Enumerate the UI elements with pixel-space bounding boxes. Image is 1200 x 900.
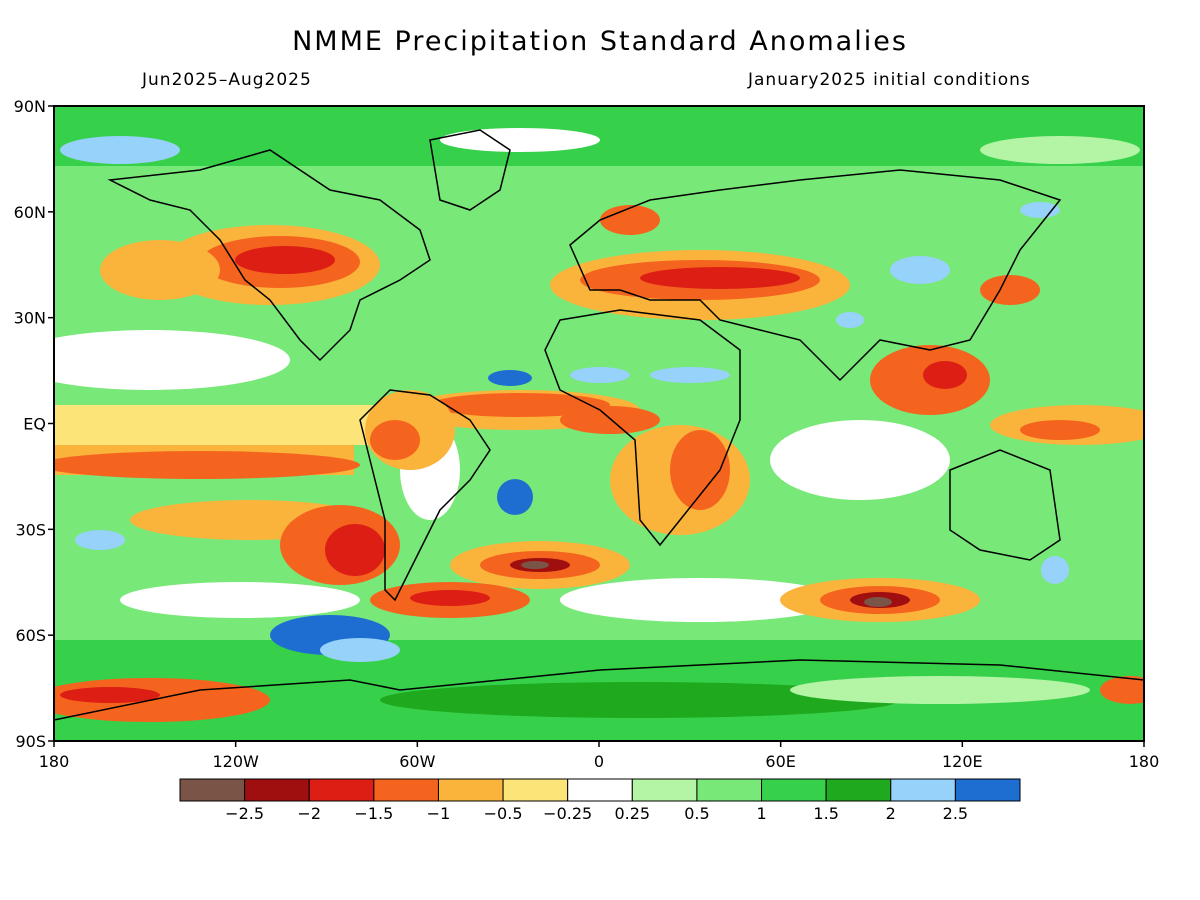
colorbar-swatch xyxy=(244,778,310,802)
colorbar-label: 2 xyxy=(886,804,896,823)
colorbar-label: 0.25 xyxy=(614,804,650,823)
lat-label: 60N xyxy=(14,203,46,222)
colorbar-swatch xyxy=(502,778,569,802)
lat-label: 30N xyxy=(14,309,46,328)
map-title: NMME Precipitation Standard Anomalies xyxy=(292,26,908,57)
colorbar-label: −0.25 xyxy=(543,804,592,823)
lon-label: 60E xyxy=(765,752,795,771)
colorbar-label: −2 xyxy=(297,804,321,823)
colorbar-label: −1 xyxy=(427,804,451,823)
colorbar-swatch xyxy=(954,778,1021,802)
longitude-axis: 180 120W 60W 0 60E 120E 180 xyxy=(39,741,1160,771)
colorbar-swatch xyxy=(179,778,246,802)
colorbar-swatch xyxy=(631,778,698,802)
colorbar-swatch xyxy=(437,778,504,802)
lat-label: 30S xyxy=(15,520,46,539)
colorbar-label: 2.5 xyxy=(943,804,968,823)
lat-label: 60S xyxy=(15,626,46,645)
lon-label: 60W xyxy=(399,752,435,771)
coastlines xyxy=(54,129,1144,721)
colorbar-swatch xyxy=(567,778,633,802)
colorbar-swatch xyxy=(373,778,439,802)
lon-label: 120E xyxy=(942,752,983,771)
colorbar-swatch xyxy=(761,778,827,802)
colorbar-label: −1.5 xyxy=(354,804,393,823)
lon-label: 0 xyxy=(594,752,604,771)
colorbar-label: −0.5 xyxy=(484,804,523,823)
lat-label: 90N xyxy=(14,97,46,116)
colorbar-swatch xyxy=(308,778,375,802)
colorbar-swatch xyxy=(696,778,763,802)
forecast-period: Jun2025–Aug2025 xyxy=(142,70,312,90)
colorbar: −2.5 −2 −1.5 −1 −0.5 −0.25 0.25 0.5 1 1.5 2 2.5 xyxy=(179,778,1021,823)
colorbar-swatch xyxy=(890,778,956,802)
lon-label: 120W xyxy=(212,752,259,771)
colorbar-label: −2.5 xyxy=(225,804,264,823)
lon-label: 180 xyxy=(39,752,70,771)
colorbar-label: 1.5 xyxy=(813,804,838,823)
colorbar-swatch xyxy=(825,778,892,802)
lat-label: 90S xyxy=(15,732,46,751)
colorbar-label: 0.5 xyxy=(684,804,709,823)
anomaly-field xyxy=(54,106,1144,741)
latitude-axis: 90N 60N 30N EQ 30S 60S 90S xyxy=(14,97,54,751)
initial-conditions: January2025 initial conditions xyxy=(748,70,1031,90)
colorbar-label: 1 xyxy=(756,804,766,823)
lat-label: EQ xyxy=(23,415,46,434)
lon-label: 180 xyxy=(1129,752,1160,771)
